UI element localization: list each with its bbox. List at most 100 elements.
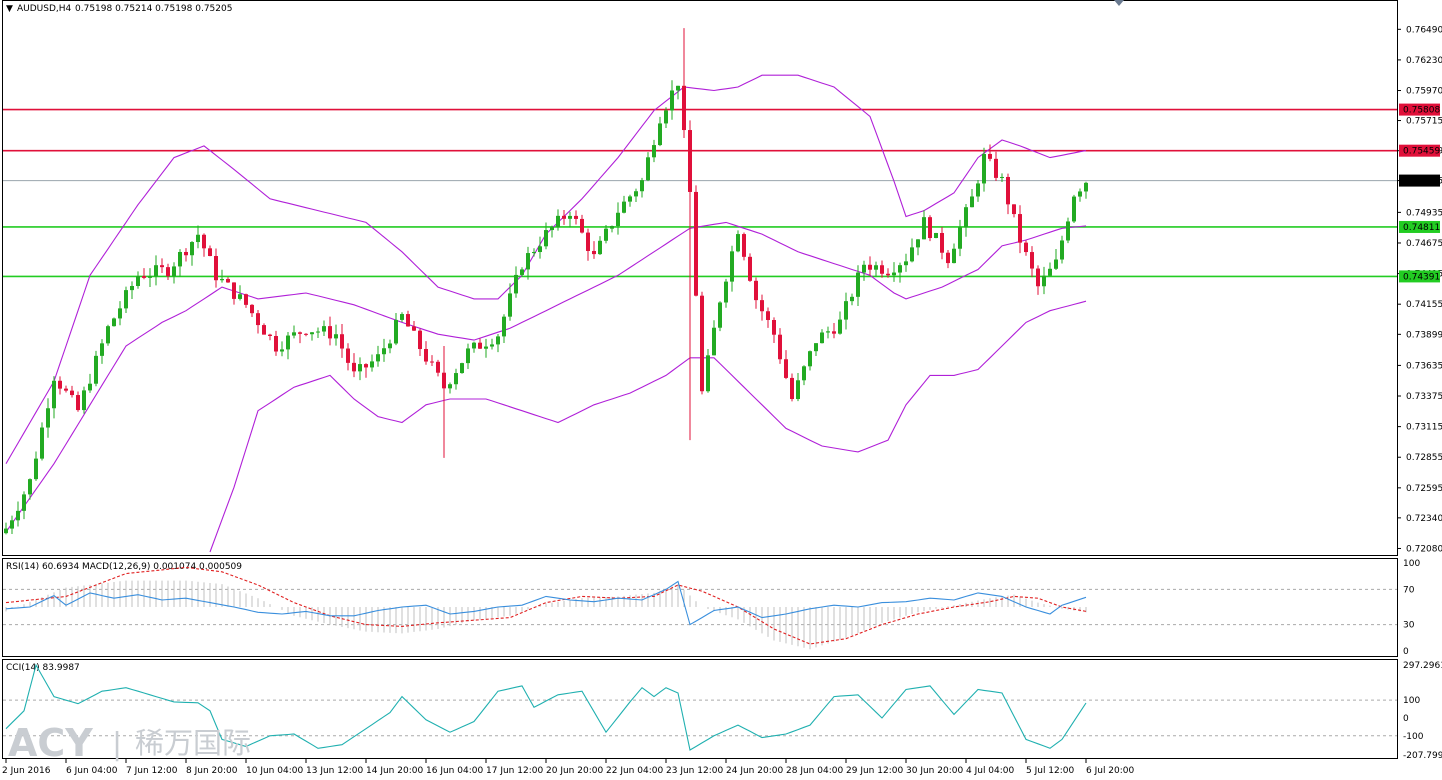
candle-bull [628, 196, 632, 202]
candle-bull [610, 225, 614, 229]
candle-bear [754, 280, 758, 301]
rsi-tick-label: 30 [1403, 621, 1415, 631]
price-tick-label: 0.73375 [1406, 392, 1442, 402]
cci-tick-label: -207.7999 [1403, 751, 1442, 761]
candle-bear [682, 85, 686, 131]
rsi-macd-panel: 100 70 30 0 [3, 559, 1420, 657]
candle-bull [1072, 196, 1076, 222]
candle-bear [760, 300, 764, 312]
candle-bull [712, 327, 716, 356]
resistance-label: 0.75808 [1403, 106, 1440, 116]
rsi-tick-label: 70 [1403, 585, 1415, 595]
candle-bull [136, 276, 140, 287]
candle-bull [526, 253, 530, 270]
time-tick-label: 2 Jun 2016 [2, 766, 51, 776]
candle-bull [460, 363, 464, 374]
candle-bull [124, 290, 128, 309]
time-tick-label: 17 Jun 12:00 [486, 766, 543, 776]
time-tick-label: 28 Jun 04:00 [786, 766, 843, 776]
candle-bull [718, 302, 722, 328]
candle-bear [766, 311, 770, 321]
candle-bear [784, 359, 788, 378]
rsi-tick-label: 100 [1403, 559, 1420, 569]
candle-bear [772, 320, 776, 335]
candle-bear [226, 278, 230, 283]
candle-bear [928, 217, 932, 239]
cci-panel-frame [2, 659, 1398, 759]
cci-tick-label: 0 [1403, 714, 1409, 724]
price-tick-label: 0.72855 [1406, 453, 1442, 463]
resistance-label: 0.75459 [1403, 147, 1440, 157]
candle-bull [400, 314, 404, 320]
candle-bear [166, 267, 170, 277]
scroll-marker-icon[interactable] [1114, 0, 1124, 6]
candle-bull [394, 319, 398, 344]
bollinger-bands [5, 74, 1087, 553]
candle-bull [190, 242, 194, 256]
candle-bull [826, 331, 830, 333]
candle-bull [958, 227, 962, 249]
candle-bull [1042, 275, 1046, 287]
candle-bear [70, 390, 74, 396]
candle-bear [574, 215, 578, 219]
candle-bear [412, 326, 416, 331]
candle-bull [676, 85, 680, 91]
time-tick-label: 6 Jul 20:00 [1086, 766, 1135, 776]
candle-bear [184, 251, 188, 256]
candle-bull [820, 332, 824, 344]
candle-bear [250, 304, 254, 314]
price-tick-label: 0.73115 [1406, 423, 1442, 433]
candle-bear [688, 130, 692, 192]
candle-bull [664, 110, 668, 124]
time-tick-label: 13 Jun 12:00 [306, 766, 363, 776]
candle-bull [496, 336, 500, 345]
candle-bear [580, 218, 584, 233]
candle-bull [550, 227, 554, 231]
candle-bull [964, 207, 968, 228]
candle-bear [1006, 176, 1010, 205]
cci-label: CCI(14) 83.9987 [6, 663, 80, 673]
candle-bear [304, 333, 308, 335]
candle-bull [1060, 240, 1064, 260]
rsi-line [5, 580, 1087, 626]
candle-bull [448, 384, 452, 389]
price-tick-label: 0.72595 [1406, 484, 1442, 494]
candle-bear [436, 361, 440, 373]
candle-bear [694, 191, 698, 296]
candle-bull [976, 183, 980, 197]
candle-bear [244, 294, 248, 305]
candle-bull [46, 408, 50, 428]
candle-bull [280, 349, 284, 352]
candle-bull [16, 510, 20, 521]
candle-bull [532, 252, 536, 254]
candlesticks [4, 28, 1088, 535]
candle-bull [904, 261, 908, 266]
candle-bear [256, 313, 260, 326]
time-tick-label: 16 Jun 04:00 [426, 766, 483, 776]
candle-bull [238, 294, 242, 299]
candle-bull [292, 332, 296, 336]
candle-bear [298, 332, 302, 334]
candle-bull [466, 348, 470, 364]
candle-bull [634, 191, 638, 197]
candle-bull [286, 335, 290, 350]
symbol-dropdown-icon[interactable]: ▼ [6, 4, 13, 14]
time-tick-label: 10 Jun 04:00 [246, 766, 303, 776]
candle-bull [916, 239, 920, 248]
time-tick-label: 22 Jun 04:00 [606, 766, 663, 776]
candle-bull [388, 343, 392, 349]
acy-logo: ACY | 稀万国际 [8, 721, 251, 765]
time-tick-label: 4 Jul 04:00 [966, 766, 1015, 776]
horizontal-levels[interactable] [3, 108, 1397, 278]
time-tick-label: 23 Jun 12:00 [666, 766, 723, 776]
candle-bull [28, 479, 32, 495]
candle-bull [802, 366, 806, 381]
candle-bull [82, 390, 86, 411]
time-axis: 2 Jun 2016 6 Jun 04:00 7 Jun 12:00 8 Jun 20… [2, 759, 1135, 776]
candle-bull [376, 354, 380, 362]
candle-bear [790, 377, 794, 400]
price-tick-label: 0.73899 [1406, 330, 1442, 340]
price-tick-label: 0.73635 [1406, 361, 1442, 371]
price-tick-label: 0.76490 [1406, 25, 1442, 35]
